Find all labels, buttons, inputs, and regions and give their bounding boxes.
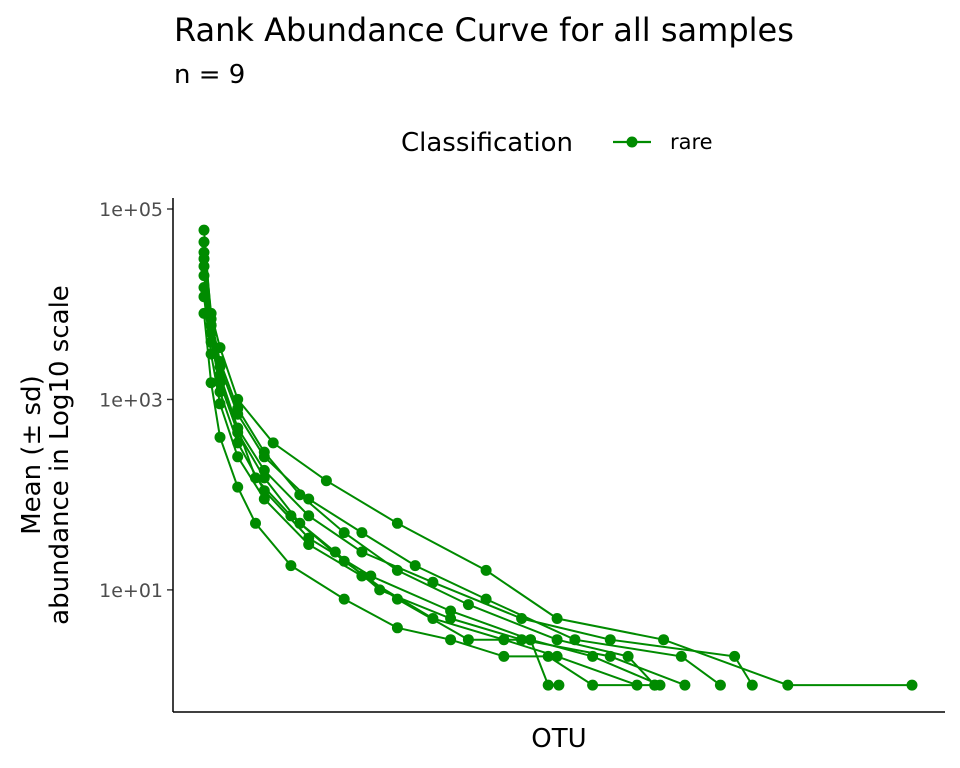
data-point	[746, 679, 758, 691]
series-line-2	[203, 258, 721, 686]
data-point	[250, 517, 261, 529]
y-axis-label-line1: Mean (± sd)	[17, 375, 47, 535]
data-point	[258, 451, 270, 463]
data-point	[516, 634, 528, 646]
series-4	[198, 236, 918, 691]
data-point	[391, 517, 403, 529]
data-point	[198, 246, 210, 258]
series-line-4	[203, 241, 912, 687]
data-point	[679, 679, 691, 691]
y-axis-ticks: 1e+05 1e+03 1e+01	[99, 199, 173, 602]
plot-series	[198, 224, 918, 691]
data-point	[205, 377, 217, 389]
data-point	[214, 431, 226, 443]
series-line-3	[203, 287, 754, 686]
data-point	[445, 634, 457, 646]
data-point	[445, 613, 457, 624]
data-point	[329, 546, 341, 558]
data-point	[258, 485, 270, 497]
chart-title: Rank Abundance Curve for all samples	[174, 11, 794, 49]
series-8	[198, 246, 691, 691]
data-point	[198, 224, 210, 236]
data-point	[427, 613, 439, 624]
y-tick-label-2: 1e+01	[99, 580, 163, 602]
data-point	[498, 634, 510, 646]
data-point	[374, 584, 386, 596]
x-axis-label: OTU	[531, 724, 586, 754]
data-point	[285, 510, 297, 522]
legend-key-point	[626, 136, 638, 148]
data-point	[232, 481, 244, 493]
data-point	[462, 634, 474, 646]
y-axis-label-line2: abundance in Log10 scale	[45, 285, 75, 625]
data-point	[516, 613, 528, 624]
data-point	[232, 422, 244, 434]
y-tick-label-1: 1e+03	[99, 389, 163, 411]
data-point	[551, 650, 563, 662]
data-point	[303, 510, 315, 522]
series-6	[198, 307, 661, 691]
data-point	[214, 369, 226, 381]
y-tick-label-0: 1e+05	[99, 199, 163, 221]
data-point	[427, 576, 439, 588]
data-point	[338, 593, 350, 605]
chart-subtitle: n = 9	[174, 60, 245, 90]
data-point	[542, 679, 554, 691]
data-point	[232, 393, 244, 405]
series-3	[198, 282, 758, 691]
data-point	[198, 260, 210, 272]
data-point	[480, 564, 492, 576]
data-point	[214, 386, 226, 398]
data-point	[498, 650, 510, 662]
data-point	[462, 599, 474, 611]
data-point	[356, 527, 368, 539]
data-point	[258, 464, 270, 476]
data-point	[258, 493, 270, 505]
data-point	[320, 475, 332, 487]
data-point	[622, 650, 634, 662]
data-point	[604, 650, 616, 662]
legend-title: Classification	[401, 128, 573, 158]
data-point	[604, 634, 616, 646]
data-point	[551, 634, 563, 646]
data-point	[214, 342, 226, 354]
series-line-8	[203, 252, 686, 687]
data-point	[205, 319, 217, 331]
data-point	[906, 679, 918, 691]
data-point	[409, 560, 421, 572]
data-point	[675, 650, 687, 662]
data-point	[303, 532, 315, 544]
data-point	[303, 493, 315, 505]
legend: Classification rare	[401, 128, 713, 158]
data-point	[658, 634, 670, 646]
data-point	[198, 236, 210, 248]
legend-label-rare: rare	[670, 130, 713, 154]
data-point	[587, 679, 599, 691]
data-point	[250, 472, 261, 484]
data-point	[338, 527, 350, 539]
data-point	[285, 560, 297, 572]
data-point	[553, 679, 565, 691]
data-point	[782, 679, 794, 691]
data-point	[542, 650, 554, 662]
data-point	[232, 437, 244, 449]
data-point	[654, 679, 666, 691]
data-point	[232, 451, 244, 463]
data-point	[729, 650, 741, 662]
data-point	[198, 307, 210, 319]
data-point	[356, 546, 368, 558]
data-point	[391, 622, 403, 634]
data-point	[569, 634, 581, 646]
series-line-1	[203, 230, 656, 686]
series-2	[198, 253, 726, 691]
data-point	[551, 613, 563, 624]
data-point	[267, 437, 279, 449]
data-point	[714, 679, 726, 691]
